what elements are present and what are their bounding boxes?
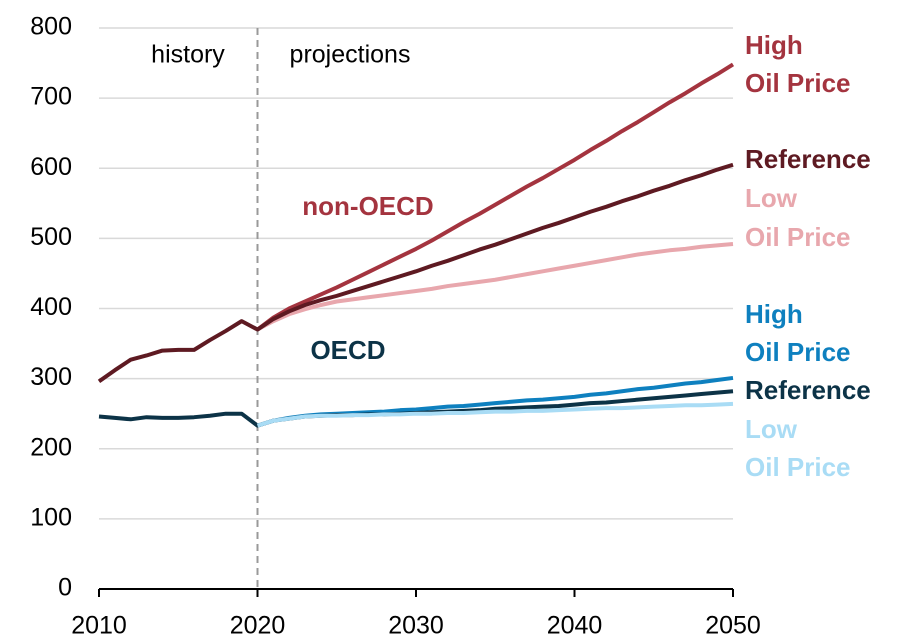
series-label: Oil Price <box>745 337 851 367</box>
y-tick-label: 300 <box>30 363 72 391</box>
x-tick-label: 2050 <box>705 612 761 639</box>
x-tick-label: 2030 <box>388 612 444 639</box>
annotation: projections <box>290 41 411 69</box>
series-label: Low <box>745 183 798 213</box>
series-label: High <box>745 30 803 60</box>
series-line <box>256 375 734 428</box>
series-line <box>256 62 735 332</box>
y-tick-label: 0 <box>58 574 72 602</box>
series-line <box>256 401 734 428</box>
y-tick-label: 100 <box>30 503 72 531</box>
series-label: Reference <box>745 144 871 174</box>
series-line <box>97 162 734 384</box>
y-tick-label: 800 <box>30 13 72 41</box>
annotation: history <box>151 41 225 69</box>
y-tick-label: 600 <box>30 153 72 181</box>
series-label: Reference <box>745 375 871 405</box>
series-label: Oil Price <box>745 68 851 98</box>
series-line <box>256 241 734 332</box>
series-label: Oil Price <box>745 452 851 482</box>
series-label: High <box>745 299 803 329</box>
y-tick-label: 500 <box>30 223 72 251</box>
x-tick-label: 2020 <box>230 612 286 639</box>
annotation: non-OECD <box>302 191 433 221</box>
annotation: OECD <box>310 335 385 365</box>
y-tick-label: 400 <box>30 293 72 321</box>
series-label: Oil Price <box>745 222 851 252</box>
x-tick-label: 2010 <box>71 612 127 639</box>
x-tick-label: 2040 <box>547 612 603 639</box>
y-tick-label: 200 <box>30 433 72 461</box>
series-label: Low <box>745 414 798 444</box>
y-tick-label: 700 <box>30 83 72 111</box>
